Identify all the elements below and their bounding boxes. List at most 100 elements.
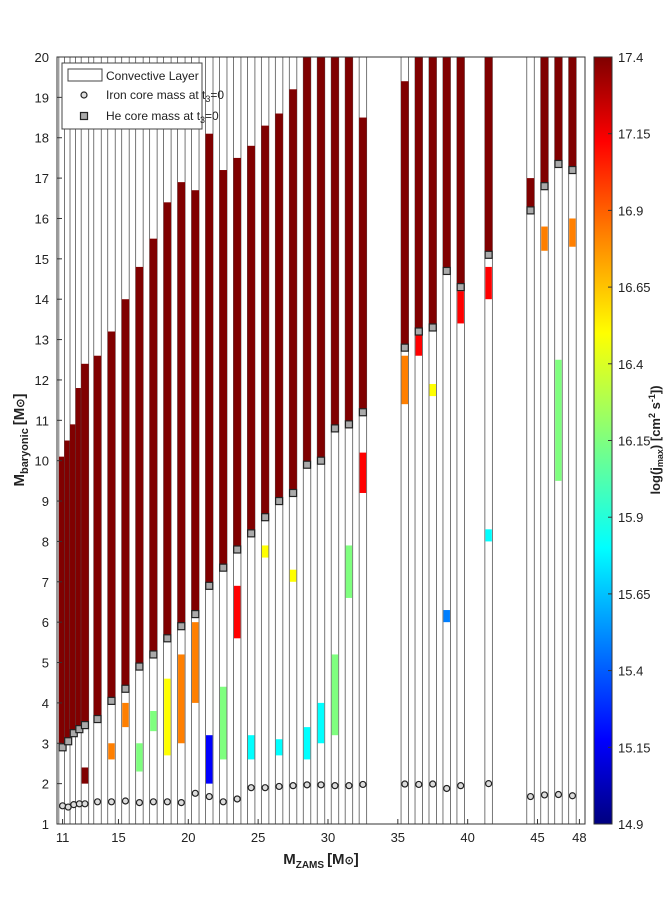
- envelope-segment: [415, 57, 423, 332]
- x-tick-label: 40: [460, 830, 474, 845]
- envelope-segment: [233, 157, 241, 550]
- envelope-segment: [149, 238, 158, 655]
- iron-core-marker: [331, 782, 339, 790]
- legend-he-label: He core mass at t3=0: [106, 109, 219, 125]
- jmax-patch: [233, 585, 241, 639]
- envelope-segment: [219, 170, 227, 568]
- y-tick-label: 17: [35, 171, 49, 186]
- legend: Convective Layer Iron core mass at t3=0 …: [61, 62, 224, 130]
- iron-core-marker: [275, 782, 283, 791]
- he-core-marker: [302, 460, 312, 469]
- envelope-segment: [205, 133, 214, 586]
- he-core-marker: [149, 650, 158, 659]
- colorbar-tick-label: 16.15: [618, 434, 651, 449]
- jmax-patch: [415, 331, 423, 356]
- he-core-marker: [135, 662, 144, 671]
- he-core-marker: [316, 456, 326, 465]
- he-core-marker: [554, 159, 563, 169]
- he-core-marker: [121, 684, 130, 693]
- he-core-marker: [428, 323, 437, 332]
- he-core-marker: [540, 182, 549, 191]
- iron-core-marker: [289, 782, 297, 790]
- y-tick-label: 15: [35, 252, 49, 267]
- x-tick-label: 35: [391, 830, 405, 845]
- he-core-marker: [400, 343, 409, 352]
- x-tick-label: 25: [251, 830, 265, 845]
- envelope-segment: [303, 57, 311, 465]
- jmax-patch: [122, 702, 129, 728]
- colorbar-tick-label: 17.15: [618, 127, 651, 142]
- jmax-patch: [108, 743, 115, 760]
- y-tick-label: 20: [35, 50, 49, 65]
- iron-core-marker: [149, 798, 157, 806]
- envelope-segment: [442, 57, 451, 271]
- y-tick-label: 19: [35, 90, 49, 105]
- envelope-segment: [275, 113, 283, 502]
- he-core-marker: [80, 720, 90, 730]
- colorbar-tick-label: 15.4: [618, 664, 643, 679]
- iron-core-marker: [219, 798, 227, 806]
- iron-core-marker: [526, 792, 535, 801]
- colorbar-tick-label: 16.4: [618, 357, 643, 372]
- legend-he-marker: [79, 111, 89, 121]
- jmax-patch: [261, 545, 269, 558]
- envelope-segment: [191, 190, 200, 615]
- jmax-patch: [541, 226, 548, 251]
- iron-core-marker: [81, 800, 89, 808]
- jmax-patch: [81, 767, 89, 784]
- envelope-segment: [64, 440, 72, 742]
- jmax-patch: [317, 702, 325, 744]
- jmax-patch: [485, 529, 492, 542]
- envelope-segment: [484, 57, 493, 255]
- envelope-segment: [75, 388, 84, 730]
- he-core-marker: [288, 488, 298, 498]
- envelope-segment: [526, 178, 535, 211]
- iron-core-marker: [540, 791, 549, 799]
- jmax-patch: [164, 678, 171, 756]
- envelope-segment: [135, 266, 144, 667]
- iron-core-marker: [554, 790, 563, 799]
- he-core-marker: [205, 581, 214, 590]
- legend-convective-swatch: [67, 68, 103, 82]
- y-tick-label: 16: [35, 211, 49, 226]
- envelope-segment: [93, 355, 102, 720]
- he-core-marker: [568, 165, 577, 175]
- iron-core-marker: [261, 784, 269, 792]
- he-core-marker: [456, 283, 465, 292]
- envelope-segment: [317, 57, 325, 461]
- jmax-patch: [247, 735, 255, 760]
- colorbar-tick-label: 15.9: [618, 510, 643, 525]
- legend-iron-label: Iron core mass at t3=0: [106, 88, 224, 104]
- iron-core-marker: [191, 789, 199, 797]
- he-core-marker: [163, 634, 172, 643]
- iron-core-marker: [457, 782, 465, 790]
- envelope-segment: [568, 57, 577, 171]
- iron-core-marker: [359, 780, 367, 789]
- jmax-patch: [331, 654, 339, 736]
- he-core-marker: [247, 529, 256, 538]
- jmax-patch: [401, 355, 409, 405]
- iron-core-marker: [121, 797, 130, 805]
- x-tick-label: 15: [111, 830, 125, 845]
- x-axis: 11 15 20 25 30 35 40 45 48: [56, 819, 587, 845]
- envelope-segment: [331, 57, 339, 429]
- x-tick-label: 11: [56, 830, 70, 845]
- y-tick-label: 12: [35, 373, 49, 388]
- envelope-segment: [121, 299, 130, 689]
- core-markers: [58, 159, 577, 811]
- iron-core-marker: [303, 781, 311, 789]
- he-core-marker: [191, 609, 200, 619]
- colorbar-tick-label: 17.4: [618, 50, 643, 65]
- y-tick-label: 7: [42, 575, 49, 590]
- he-core-marker: [107, 696, 116, 705]
- iron-core-marker: [93, 798, 102, 806]
- envelope-segment: [540, 57, 549, 187]
- y-tick-label: 13: [35, 333, 49, 348]
- jmax-patch: [359, 452, 367, 493]
- he-core-marker: [93, 714, 102, 724]
- legend-convective-label: Convective Layer: [106, 69, 199, 83]
- he-core-marker: [442, 266, 451, 276]
- y-tick-label: 3: [42, 736, 49, 751]
- envelope-segment: [456, 57, 465, 288]
